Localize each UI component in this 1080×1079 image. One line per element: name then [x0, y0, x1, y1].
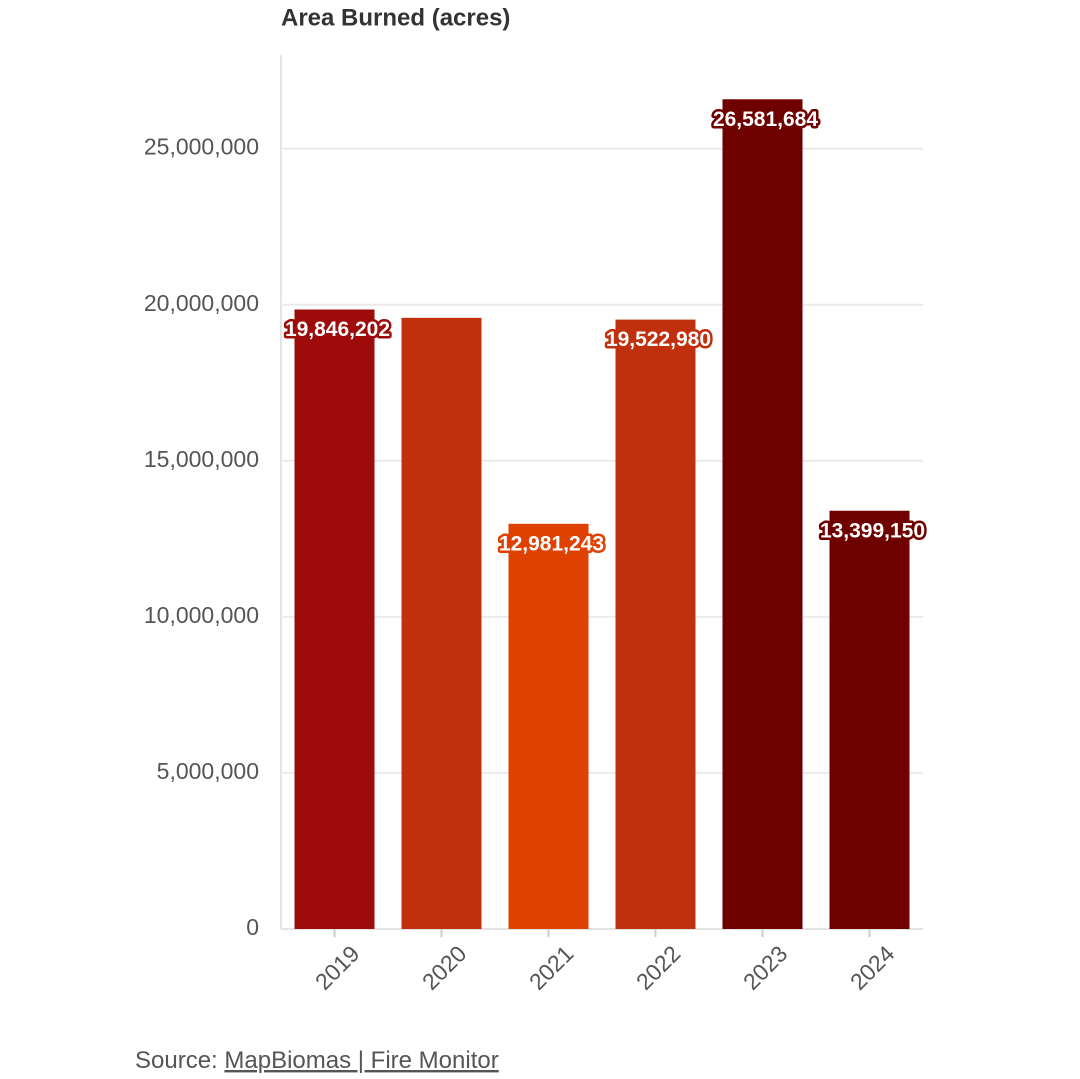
bar	[722, 99, 803, 929]
y-tick-label: 25,000,000	[144, 134, 259, 160]
bar	[401, 317, 482, 929]
bar	[508, 523, 589, 929]
source-link[interactable]: MapBiomas | Fire Monitor	[224, 1047, 498, 1074]
y-tick-label: 5,000,000	[157, 758, 259, 784]
x-tick-label: 2021	[524, 940, 579, 995]
x-tick-label: 2024	[845, 940, 900, 995]
y-tick-label: 20,000,000	[144, 290, 259, 316]
value-label: 12,981,243	[499, 532, 604, 555]
source-prefix: Source:	[135, 1047, 218, 1074]
value-label: 26,581,684	[713, 108, 818, 131]
chart-title: Area Burned (acres)	[281, 4, 510, 31]
y-tick-label: 0	[246, 914, 259, 940]
value-label: 19,846,202	[285, 318, 390, 341]
source: Source: MapBiomas | Fire Monitor	[135, 1047, 499, 1074]
value-label: 19,522,980	[606, 328, 711, 351]
bar	[829, 510, 910, 929]
value-label: 13,399,150	[820, 519, 925, 542]
x-tick-label: 2023	[738, 940, 793, 995]
x-tick-label: 2022	[631, 940, 686, 995]
x-tick-label: 2019	[310, 940, 365, 995]
y-tick-label: 15,000,000	[144, 446, 259, 472]
bar	[615, 319, 696, 929]
x-tick-label: 2020	[417, 940, 472, 995]
bar	[294, 309, 375, 929]
y-tick-label: 10,000,000	[144, 602, 259, 628]
